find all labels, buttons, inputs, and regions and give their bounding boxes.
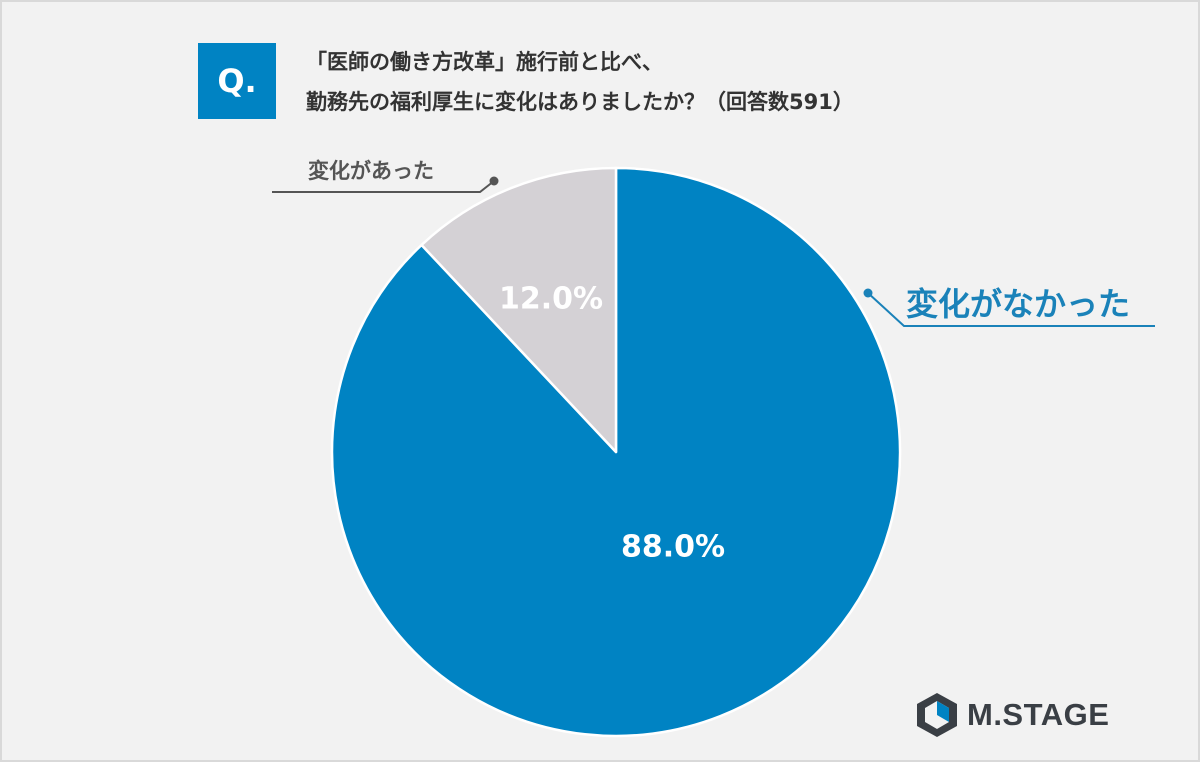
slice-value-label-1: 12.0% bbox=[499, 282, 603, 317]
question-title-line-2: 勤務先の福利厚生に変化はありましたか？（回答数591） bbox=[306, 90, 854, 114]
slice-value-label-0: 88.0% bbox=[621, 530, 725, 565]
callout-line-1 bbox=[272, 180, 495, 193]
question-badge: Q. bbox=[198, 43, 276, 119]
mstage-logo-text: M.STAGE bbox=[967, 697, 1110, 732]
callout-label-0: 変化がなかった bbox=[906, 285, 1130, 323]
question-title-line-1: 「医師の働き方改革」施行前と比べ、 bbox=[306, 50, 663, 74]
pie-slice-1 bbox=[420, 166, 618, 454]
mstage-logo: M.STAGE bbox=[915, 692, 1109, 738]
callout-label-1: 変化があった bbox=[308, 159, 434, 183]
callout-line-0 bbox=[867, 292, 1155, 327]
mstage-logo-icon bbox=[917, 693, 957, 737]
